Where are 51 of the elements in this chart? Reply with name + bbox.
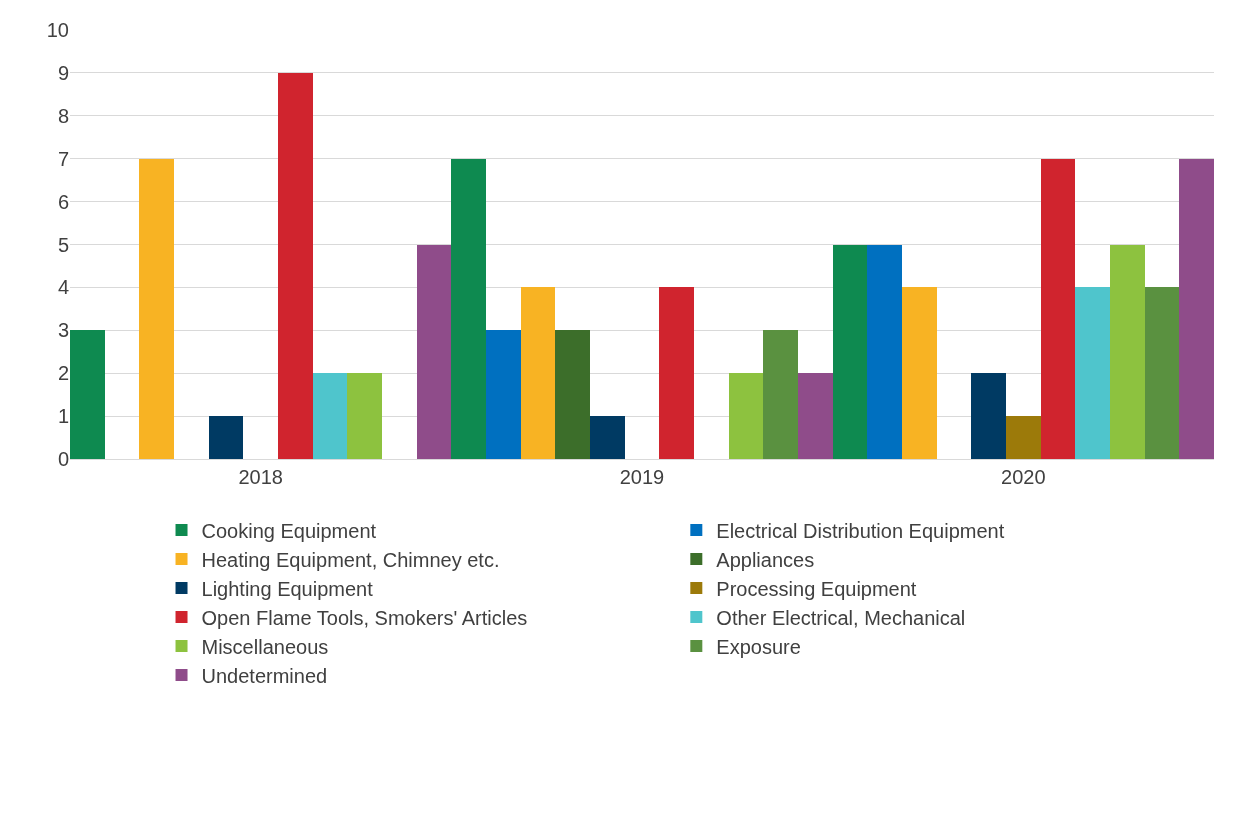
legend-label: Appliances	[716, 548, 815, 571]
bar	[833, 245, 867, 459]
y-tick-label: 3	[57, 319, 69, 342]
legend-label: Lighting Equipment	[201, 577, 374, 600]
bar	[729, 373, 763, 459]
y-tick-label: 4	[57, 276, 69, 299]
y-tick-label: 8	[57, 104, 69, 127]
bar	[451, 159, 486, 459]
bar	[659, 287, 694, 459]
y-tick-label: 6	[57, 190, 69, 213]
y-tick-label: 0	[57, 448, 69, 470]
legend-label: Exposure	[716, 635, 801, 658]
bar	[1145, 287, 1179, 459]
bar	[139, 159, 174, 459]
bar	[971, 373, 1006, 459]
bar	[521, 287, 555, 459]
bar	[555, 330, 590, 459]
legend-label: Processing Equipment	[716, 577, 917, 600]
bar	[798, 373, 833, 459]
bar	[867, 245, 902, 459]
y-tick-label: 2	[57, 362, 69, 385]
x-tick-label: 2018	[238, 466, 283, 488]
legend-label: Open Flame Tools, Smokers' Articles	[201, 606, 528, 629]
bar	[1041, 159, 1075, 459]
legend-label: Heating Equipment, Chimney etc.	[201, 548, 500, 571]
bar	[1179, 159, 1214, 459]
bar	[763, 330, 798, 459]
y-tick-label: 5	[57, 233, 69, 256]
y-tick-label: 9	[57, 61, 69, 84]
legend-label: Other Electrical, Mechanical	[716, 606, 966, 629]
bar	[417, 245, 451, 459]
y-tick-label: 10	[46, 19, 69, 41]
legend-label: Miscellaneous	[201, 635, 329, 658]
bar	[486, 330, 521, 459]
y-tick-label: 1	[57, 405, 69, 428]
bar	[1006, 416, 1041, 459]
bar	[590, 416, 625, 459]
legend-label: Undetermined	[201, 664, 328, 687]
bar	[1075, 287, 1110, 459]
bar	[209, 416, 243, 459]
x-tick-label: 2019	[619, 466, 665, 488]
bar	[313, 373, 347, 459]
legend-label: Electrical Distribution Equipment	[716, 519, 1005, 542]
y-tick-label: 7	[57, 147, 69, 170]
bar	[70, 330, 105, 459]
bar	[902, 287, 937, 459]
bar	[347, 373, 382, 459]
bar	[1110, 245, 1145, 459]
legend-label: Cooking Equipment	[201, 519, 377, 542]
bar	[278, 73, 313, 459]
x-tick-label: 2020	[1001, 466, 1046, 488]
